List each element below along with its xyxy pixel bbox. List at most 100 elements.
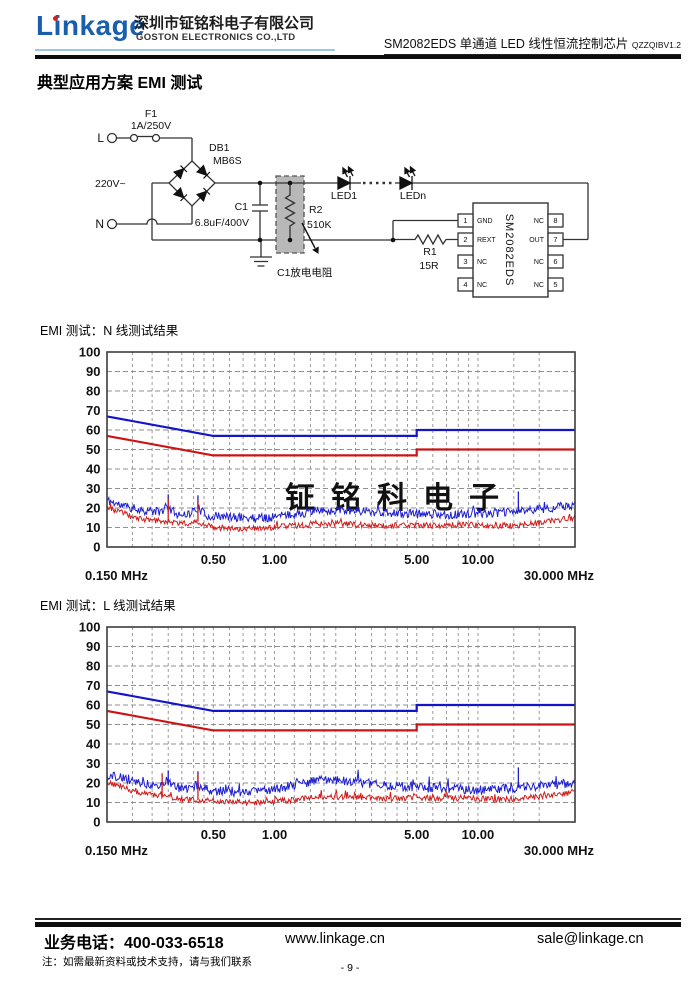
x-end-label: 30.000 MHz [524, 843, 595, 858]
svg-text:90: 90 [86, 364, 100, 379]
series [106, 415, 576, 532]
r2-note-arrow [301, 222, 319, 254]
plot-frame [106, 626, 576, 823]
chip-body [472, 202, 549, 298]
footer-note: 注：如需最新资料或技术支持，请与我们联系 [42, 956, 252, 968]
label-r2-note: C1放电电阻 [277, 266, 333, 279]
trace-av-red [106, 503, 576, 532]
label-LEDn: LEDn [400, 190, 426, 202]
svg-text:30: 30 [86, 481, 100, 496]
label-N: N [95, 217, 104, 231]
terminal-N [106, 218, 118, 230]
logo-i-dot [53, 16, 58, 21]
pin-7-num: 7 [553, 235, 557, 244]
page-number: - 9 - [340, 962, 360, 974]
pin-2-num: 2 [463, 235, 467, 244]
svg-text:20: 20 [86, 501, 100, 516]
bridge-rectifier-icon [168, 160, 216, 207]
company-name-cn: 深圳市钲铭科电子有限公司 [134, 15, 315, 32]
label-F1: F1 [145, 108, 157, 120]
svg-text:10.00: 10.00 [462, 552, 495, 567]
pin-6-num: 6 [553, 257, 557, 266]
led1-icon [337, 165, 355, 191]
svg-text:100: 100 [79, 345, 101, 360]
resistor-R2-icon [284, 183, 296, 240]
section-title: 典型应用方案 EMI 测试 [37, 75, 203, 92]
label-L: L [97, 131, 104, 145]
circuit-wires [106, 132, 589, 298]
doc-version: QZZQIBV1.2 [631, 40, 681, 50]
y-axis-labels: 0 10 20 30 40 50 60 70 80 90 100 [79, 345, 101, 555]
header-rule-blue [35, 49, 335, 51]
label-mains: 220V~ [95, 178, 126, 190]
svg-text:60: 60 [86, 423, 100, 438]
ledn-icon [399, 165, 417, 191]
x-end-label: 30.000 MHz [524, 568, 595, 583]
svg-text:90: 90 [86, 639, 100, 654]
pin-gnd-label: GND [477, 218, 493, 225]
x-axis-labels: 0.50 1.00 5.00 10.00 [201, 552, 495, 567]
label-R2-value: 510K [307, 219, 332, 231]
resistor-R1-icon [393, 233, 458, 246]
pin-out-label: OUT [529, 237, 545, 244]
footer-website-link[interactable]: www.linkage.cn [285, 931, 385, 947]
svg-text:0.50: 0.50 [201, 827, 226, 842]
svg-text:70: 70 [86, 678, 100, 693]
svg-text:1.00: 1.00 [262, 552, 287, 567]
chart-title-n-line: EMI 测试：N 线测试结果 [40, 324, 179, 338]
grid [107, 627, 575, 822]
x-start-label: 0.150 MHz [85, 568, 148, 583]
svg-text:0: 0 [93, 540, 100, 555]
pin-3-num: 3 [463, 257, 467, 266]
x-axis-labels: 0.50 1.00 5.00 10.00 [201, 827, 495, 842]
linkage-logo: Linkage [36, 10, 146, 41]
label-R1: R1 [423, 246, 437, 258]
series [106, 690, 576, 807]
label-R2: R2 [309, 204, 323, 216]
svg-text:50: 50 [86, 717, 100, 732]
label-DB1-value: MB6S [213, 155, 242, 167]
pin-3-label: NC [477, 259, 487, 266]
svg-text:30: 30 [86, 756, 100, 771]
svg-text:40: 40 [86, 462, 100, 477]
svg-text:80: 80 [86, 384, 100, 399]
chip-name: SM2082EDS [503, 214, 515, 287]
label-LED1: LED1 [331, 190, 357, 202]
label-C1: C1 [235, 201, 249, 213]
svg-text:10: 10 [86, 520, 100, 535]
trace-av-red [106, 779, 576, 807]
pin-5-label: NC [534, 282, 544, 289]
label-F1-value: 1A/250V [131, 120, 171, 132]
bridge-diodes [172, 164, 211, 203]
pin-rext-label: REXT [477, 237, 496, 244]
label-R1-value: 15R [419, 260, 439, 272]
company-name-en: GOSTON ELECTRONICS CO.,LTD [136, 32, 296, 43]
terminal-L [106, 132, 118, 144]
trace-qp-blue [106, 769, 576, 798]
pin-4-num: 4 [463, 280, 467, 289]
svg-text:70: 70 [86, 403, 100, 418]
svg-text:5.00: 5.00 [404, 827, 429, 842]
limit-av-red [106, 709, 575, 732]
y-axis-labels: 0 10 20 30 40 50 60 70 80 90 100 [79, 620, 101, 830]
fuse-icon [129, 133, 139, 143]
label-DB1: DB1 [209, 142, 230, 154]
x-start-label: 0.150 MHz [85, 843, 148, 858]
svg-text:0.50: 0.50 [201, 552, 226, 567]
svg-text:80: 80 [86, 659, 100, 674]
limit-qp-blue [106, 690, 575, 713]
ground-icon [250, 240, 272, 267]
chart-title-l-line: EMI 测试：L 线测试结果 [40, 599, 176, 613]
svg-text:60: 60 [86, 698, 100, 713]
pin-4-label: NC [477, 282, 487, 289]
svg-text:50: 50 [86, 442, 100, 457]
pin-8-label: NC [534, 218, 544, 225]
label-C1-value: 6.8uF/400V [195, 217, 249, 229]
doc-title: SM2082EDS 单通道 LED 线性恒流控制芯片 QZZQIBV1.2 [383, 33, 681, 55]
limit-qp-blue [106, 415, 575, 437]
footer-email-link[interactable]: sale@linkage.cn [537, 931, 644, 947]
limit-av-red [106, 434, 575, 457]
svg-text:40: 40 [86, 737, 100, 752]
